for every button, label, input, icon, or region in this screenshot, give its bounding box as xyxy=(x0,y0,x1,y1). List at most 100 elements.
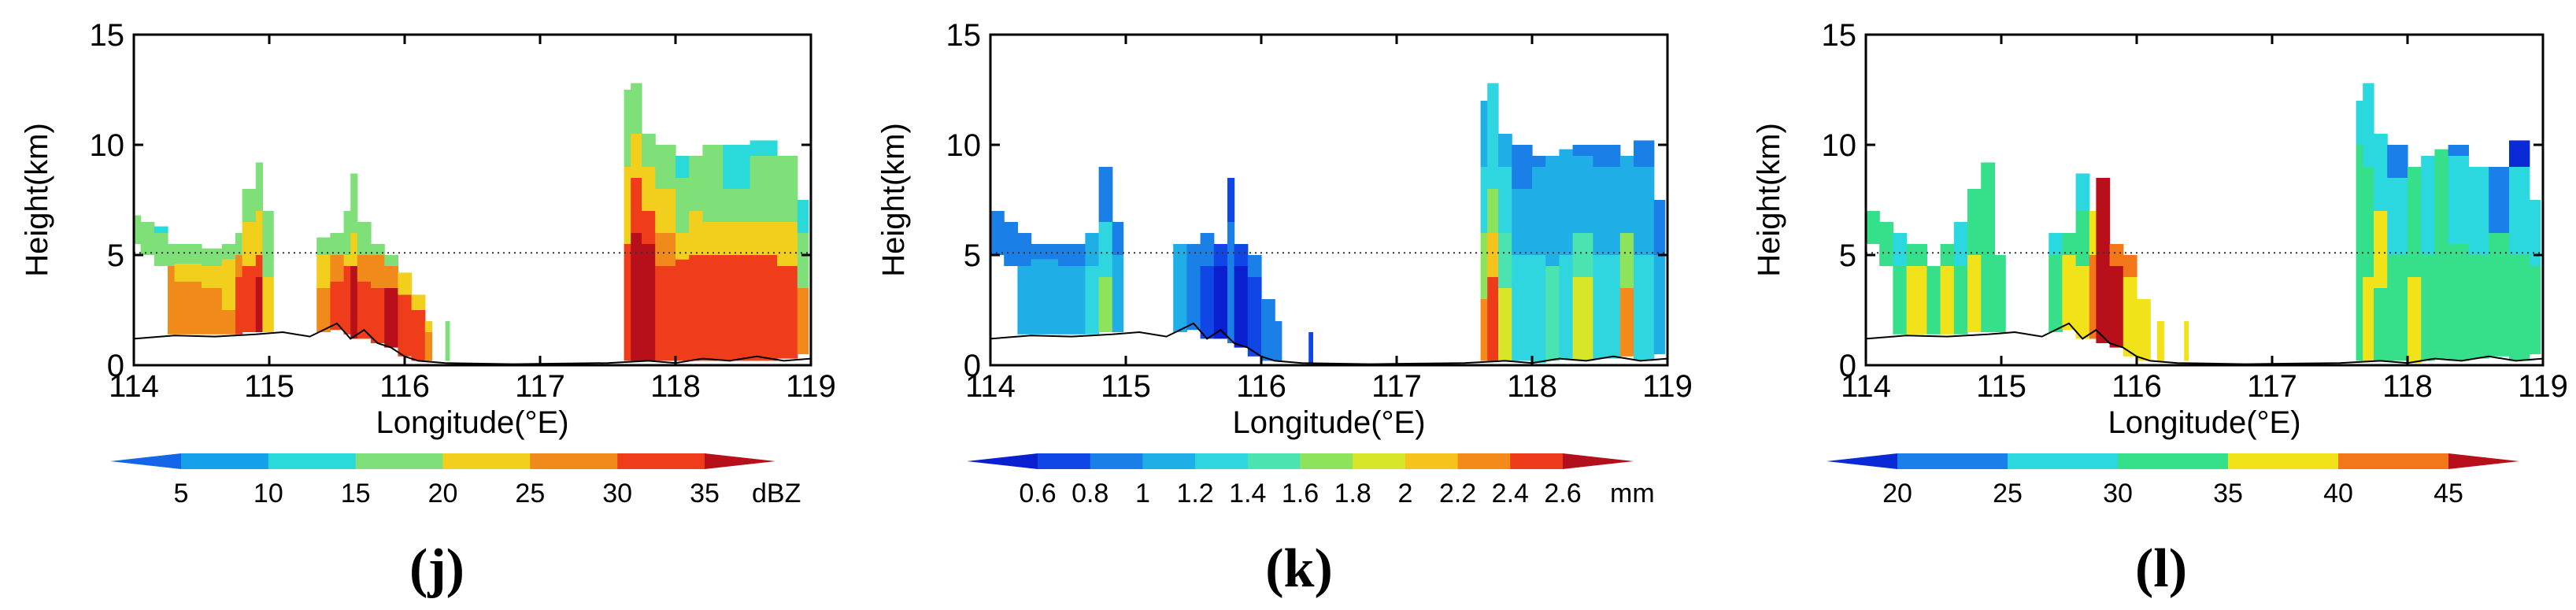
axes-frame xyxy=(132,33,812,367)
heatmap-cell xyxy=(1234,244,1249,266)
heatmap-cell xyxy=(384,288,398,348)
y-tick-label: 5 xyxy=(964,238,981,273)
heatmap-cell xyxy=(1213,266,1228,339)
colorbar-tick-label: 40 xyxy=(2323,479,2353,508)
panel-label: (j) xyxy=(409,538,464,599)
heatmap-cell xyxy=(2049,255,2063,332)
heatmap-cell xyxy=(2156,321,2164,361)
heatmap-cell xyxy=(655,145,676,189)
heatmap-cell xyxy=(689,255,703,361)
colorbar-tick-label: 2.6 xyxy=(1544,479,1581,508)
heatmap-cell xyxy=(1487,189,1499,233)
heatmap-cell xyxy=(1532,167,1546,255)
colorbar-segment xyxy=(2338,453,2449,469)
colorbar-segment xyxy=(1038,453,1091,469)
heatmap-cell xyxy=(330,255,345,282)
heatmap-cell xyxy=(1480,233,1488,299)
heatmap-cell xyxy=(642,167,656,211)
heatmap-cell xyxy=(1953,222,1968,266)
heatmap-cell xyxy=(655,266,676,361)
heatmap-cell xyxy=(1261,299,1275,361)
heatmap-cell xyxy=(2468,167,2489,255)
heatmap-cell xyxy=(624,90,631,167)
heatmap-cell xyxy=(1545,266,1560,361)
colorbar: 5 10 15 20 25 30 35 dBZ xyxy=(110,453,801,508)
y-tick-label: 15 xyxy=(1822,18,1857,53)
x-tick-label: 114 xyxy=(109,369,159,404)
heatmap-cell xyxy=(1227,178,1235,222)
heatmap-cell xyxy=(2137,299,2151,361)
heatmap-cell xyxy=(1200,266,1215,339)
heatmap-cell xyxy=(1572,233,1593,277)
colorbar-segment xyxy=(2228,453,2339,469)
y-tick-label: 0 xyxy=(964,349,981,383)
heatmap-cell xyxy=(655,189,676,233)
heatmap-cell xyxy=(411,310,426,361)
colorbar: 0.6 0.8 1 1.2 1.4 1.6 1.8 2 2.2 2.4 2.6 mm xyxy=(967,453,1655,508)
colorbar-segment xyxy=(355,453,443,469)
heatmap-cell xyxy=(221,310,236,335)
heatmap-cell xyxy=(1926,266,1941,335)
colorbar-extend-low xyxy=(967,453,1038,469)
colorbar-tick-label: 35 xyxy=(690,479,720,508)
colorbar-tick-label: 35 xyxy=(2213,479,2243,508)
heatmap-cell xyxy=(1031,259,1059,335)
heatmap-cell xyxy=(1893,233,1908,266)
heatmap-cell xyxy=(1940,266,1955,335)
x-tick-label: 115 xyxy=(1976,369,2026,404)
heatmap-cell xyxy=(2434,233,2449,359)
heatmap-cell xyxy=(2387,178,2408,255)
heatmap-cell xyxy=(357,281,372,339)
colorbar-segment xyxy=(2118,453,2229,469)
colorbar-segment xyxy=(1457,453,1511,469)
y-tick-label: 0 xyxy=(1839,349,1856,383)
heatmap-cell xyxy=(174,264,202,282)
x-axis-label: Longitude(°E) xyxy=(376,405,568,440)
x-axis-label: Longitude(°E) xyxy=(2108,405,2300,440)
heatmap-cell xyxy=(242,222,257,266)
heatmap-cell xyxy=(1512,255,1533,361)
heatmap-cell xyxy=(2356,101,2363,145)
heatmap-cell xyxy=(797,233,809,288)
heatmap-cell xyxy=(2387,255,2408,361)
colorbar-segment xyxy=(2008,453,2119,469)
heatmap-cell xyxy=(1498,233,1512,288)
heatmap-cell xyxy=(371,288,385,343)
heatmap-cell xyxy=(424,321,432,332)
heatmap-cell xyxy=(723,189,751,222)
heatmap-cell xyxy=(1981,162,1995,266)
x-tick-label: 116 xyxy=(1236,369,1286,404)
heatmap-cells xyxy=(990,83,1667,365)
heatmap-cell xyxy=(1559,149,1574,255)
colorbar-tick-label: 45 xyxy=(2434,479,2463,508)
axes-frame xyxy=(1864,33,2545,367)
colorbar-segment xyxy=(1897,453,2008,469)
heatmap-cell xyxy=(343,266,351,335)
heatmap-cell xyxy=(174,244,202,264)
heatmap-cell xyxy=(242,189,257,222)
heatmap-cells xyxy=(1866,83,2543,365)
heatmap-cell xyxy=(1559,255,1574,359)
heatmap-cell xyxy=(168,266,176,335)
heatmap-cell xyxy=(1213,244,1228,266)
colorbar-tick-label: 2.4 xyxy=(1492,479,1529,508)
heatmap-cell xyxy=(316,288,331,332)
heatmap-cell xyxy=(357,222,372,255)
panel-j: 114 115 116 117 118 119 0 5 10 15 Longitude(°E) Hei… xyxy=(20,18,836,599)
heatmap-cell xyxy=(316,255,331,288)
colorbar: 20 25 30 35 40 45 xyxy=(1827,453,2519,508)
heatmap-cells xyxy=(134,83,811,365)
heatmap-cell xyxy=(1234,266,1249,348)
heatmap-cell xyxy=(2509,255,2530,361)
y-tick-label: 5 xyxy=(1839,238,1856,273)
x-tick-label: 118 xyxy=(1507,369,1557,404)
heatmap-cell xyxy=(2363,277,2374,361)
colorbar-segment xyxy=(1247,453,1301,469)
colorbar-tick-label: 0.6 xyxy=(1019,479,1056,508)
heatmap-cell xyxy=(1058,244,1086,266)
panel-label: (k) xyxy=(1265,538,1333,599)
heatmap-cell xyxy=(2421,156,2435,255)
heatmap-cell xyxy=(1200,233,1215,266)
colorbar-extend-high xyxy=(1563,453,1634,469)
heatmap-cell xyxy=(202,248,223,266)
